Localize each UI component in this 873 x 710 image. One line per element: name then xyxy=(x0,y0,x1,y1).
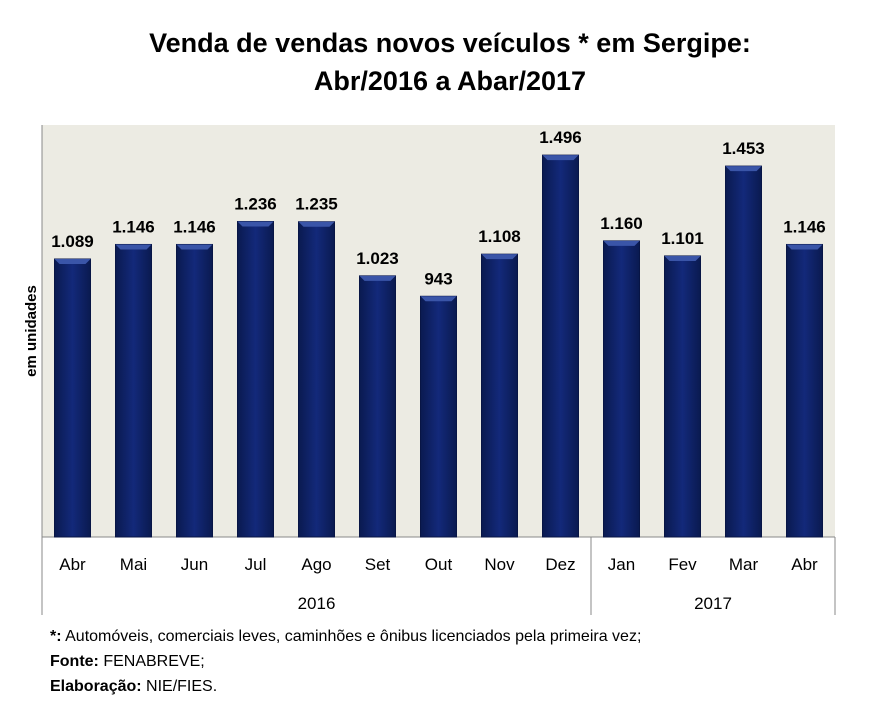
year-group-label: 2016 xyxy=(298,594,336,613)
bar-bevel xyxy=(115,244,152,250)
year-group-label: 2017 xyxy=(694,594,732,613)
data-label: 1.108 xyxy=(478,227,521,246)
data-label: 1.146 xyxy=(112,217,155,236)
bar xyxy=(481,253,518,538)
bar xyxy=(725,165,762,538)
x-tick-label: Set xyxy=(365,555,391,574)
footnotes: *: Automóveis, comerciais leves, caminhõ… xyxy=(50,624,641,699)
x-tick-label: Ago xyxy=(301,555,331,574)
bar xyxy=(603,240,640,538)
data-label: 1.160 xyxy=(600,214,643,233)
footnote-source: Fonte: FENABREVE; xyxy=(50,653,205,670)
bar-bevel xyxy=(542,155,579,161)
x-tick-label: Mar xyxy=(729,555,759,574)
data-label: 1.453 xyxy=(722,139,765,158)
x-tick-label: Out xyxy=(425,555,453,574)
bar xyxy=(298,221,335,538)
x-tick-label: Abr xyxy=(59,555,86,574)
bar-bevel xyxy=(359,275,396,281)
data-label: 1.146 xyxy=(173,217,216,236)
bar xyxy=(115,243,152,538)
bar xyxy=(359,275,396,538)
data-label: 943 xyxy=(424,269,452,288)
data-label: 1.236 xyxy=(234,194,277,213)
data-label: 1.496 xyxy=(539,128,582,147)
data-label: 1.089 xyxy=(51,232,94,251)
bar-bevel xyxy=(481,254,518,260)
data-label: 1.146 xyxy=(783,217,826,236)
bar xyxy=(542,154,579,538)
bar xyxy=(664,255,701,538)
data-label: 1.235 xyxy=(295,195,338,214)
bar-bevel xyxy=(664,255,701,261)
chart-title-line1: Venda de vendas novos veículos * em Serg… xyxy=(149,28,751,58)
x-tick-label: Mai xyxy=(120,555,147,574)
footnote-elaboration: Elaboração: NIE/FIES. xyxy=(50,678,218,695)
bar-bevel xyxy=(725,166,762,172)
x-tick-label: Jun xyxy=(181,555,208,574)
footnote-vehicles: *: Automóveis, comerciais leves, caminhõ… xyxy=(50,628,642,645)
x-tick-label: Jul xyxy=(245,555,267,574)
x-tick-label: Fev xyxy=(668,555,697,574)
x-tick-label: Dez xyxy=(545,555,575,574)
chart-title-line2: Abr/2016 a Abar/2017 xyxy=(314,66,586,96)
data-label: 1.101 xyxy=(661,229,704,248)
bar xyxy=(176,243,213,538)
bar xyxy=(54,258,91,538)
bar-chart: Venda de vendas novos veículos * em Serg… xyxy=(23,28,836,615)
x-tick-label: Abr xyxy=(791,555,818,574)
bar-bevel xyxy=(420,296,457,302)
bar xyxy=(420,295,457,538)
bar-bevel xyxy=(237,221,274,227)
data-label: 1.023 xyxy=(356,249,399,268)
bar-bevel xyxy=(54,259,91,265)
bar-bevel xyxy=(298,221,335,227)
bar xyxy=(237,220,274,538)
bar-bevel xyxy=(603,240,640,246)
x-tick-label: Jan xyxy=(608,555,635,574)
y-axis-label: em unidades xyxy=(23,285,40,377)
bar-bevel xyxy=(176,244,213,250)
bar-bevel xyxy=(786,244,823,250)
x-tick-label: Nov xyxy=(484,555,515,574)
bar xyxy=(786,243,823,538)
